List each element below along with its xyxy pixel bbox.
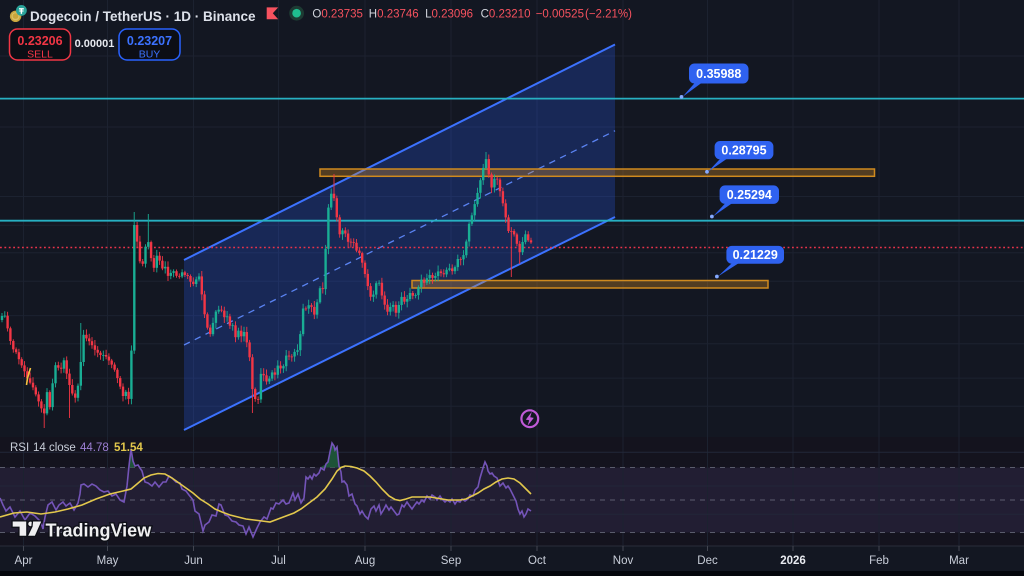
svg-text:Nov: Nov	[613, 555, 634, 567]
svg-text:H0.23746: H0.23746	[369, 9, 419, 21]
svg-text:Apr: Apr	[15, 555, 33, 567]
svg-text:C0.23210: C0.23210	[481, 9, 531, 21]
svg-text:Jun: Jun	[184, 555, 203, 567]
svg-text:0.21229: 0.21229	[733, 248, 778, 262]
svg-text:44.78: 44.78	[80, 442, 109, 454]
svg-text:O0.23735: O0.23735	[312, 9, 363, 21]
svg-text:0.25294: 0.25294	[727, 188, 772, 202]
svg-text:14 close: 14 close	[33, 442, 76, 454]
svg-text:0.35988: 0.35988	[696, 67, 741, 81]
svg-text:−0.00525: −0.00525	[536, 9, 584, 21]
svg-text:0.00001: 0.00001	[75, 38, 115, 50]
svg-text:L0.23096: L0.23096	[425, 9, 473, 21]
svg-text:BUY: BUY	[139, 49, 161, 61]
svg-text:Dec: Dec	[697, 555, 718, 567]
svg-text:RSI: RSI	[10, 442, 29, 454]
svg-text:Feb: Feb	[869, 555, 889, 567]
svg-text:51.54: 51.54	[114, 442, 143, 454]
svg-text:Dogecoin / TetherUS · 1D · Bin: Dogecoin / TetherUS · 1D · Binance	[30, 9, 256, 24]
svg-text:SELL: SELL	[27, 49, 53, 61]
svg-text:2026: 2026	[780, 555, 806, 567]
svg-text:Mar: Mar	[949, 555, 969, 567]
svg-text:Oct: Oct	[528, 555, 547, 567]
svg-text:May: May	[97, 555, 119, 567]
svg-text:Jul: Jul	[271, 555, 286, 567]
svg-text:0.28795: 0.28795	[721, 143, 766, 157]
svg-text:0.23206: 0.23206	[17, 34, 62, 48]
svg-text:Aug: Aug	[355, 555, 375, 567]
svg-text:0.23207: 0.23207	[127, 34, 172, 48]
svg-text:Sep: Sep	[441, 555, 461, 567]
svg-text:TradingView: TradingView	[46, 521, 153, 541]
svg-text:(−2.21%): (−2.21%)	[585, 9, 632, 21]
